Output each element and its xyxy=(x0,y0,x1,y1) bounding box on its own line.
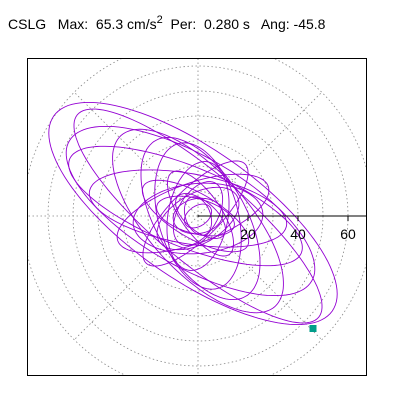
orbit-loop-0 xyxy=(48,101,338,326)
x-tick-label-20: 20 xyxy=(240,226,256,242)
orbit-loop-9 xyxy=(142,160,249,267)
orbit-loop-16 xyxy=(172,181,224,246)
orbit-loop-5 xyxy=(88,169,288,248)
end-marker xyxy=(309,325,317,332)
orbit-loop-13 xyxy=(167,170,234,257)
orbit-loop-8 xyxy=(154,142,242,290)
angle-value: -45.8 xyxy=(293,16,326,32)
orbit-loop-3 xyxy=(68,145,303,267)
x-tick-label-40: 40 xyxy=(290,226,306,242)
max-label: Max: xyxy=(57,16,89,32)
period-value: 0.280 s xyxy=(204,16,250,32)
period-label: Per: xyxy=(170,16,197,32)
grid-spoke-45 xyxy=(197,91,323,217)
orbit-loop-20 xyxy=(183,203,213,229)
orbit-loop-1 xyxy=(73,108,323,324)
orbit-loop-12 xyxy=(166,161,230,271)
orbit-loop-11 xyxy=(141,179,250,253)
grid-spoke-135 xyxy=(73,91,199,217)
grid-spoke-225 xyxy=(73,215,199,341)
orbit-loop-15 xyxy=(156,195,235,237)
orbit-plot: 20 40 60 xyxy=(28,59,366,375)
orbit-loop-7 xyxy=(116,173,270,254)
x-tick-label-60: 60 xyxy=(340,226,356,242)
station-code: CSLG xyxy=(8,16,47,32)
orbit-loop-6 xyxy=(140,136,261,301)
grid-spoke-315 xyxy=(197,215,323,341)
orbit-loop-14 xyxy=(156,186,240,251)
orbit-loop-4 xyxy=(112,128,284,314)
max-value: 65.3 cm/s xyxy=(95,16,157,32)
plot-frame: 20 40 60 xyxy=(27,58,367,376)
orbit-loop-19 xyxy=(183,196,213,236)
max-unit-exponent: 2 xyxy=(156,14,163,26)
angle-label: Ang: xyxy=(260,16,290,32)
orbit-loop-18 xyxy=(172,197,224,235)
chart-title: CSLG Max: 65.3 cm/s2 Per: 0.280 s Ang: -… xyxy=(8,15,325,33)
